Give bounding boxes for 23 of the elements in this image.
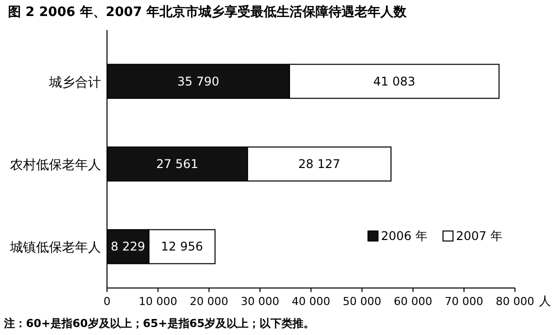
data-label: 28 127	[298, 157, 340, 171]
xtick: 80 000	[496, 295, 534, 308]
legend: 2007 年	[456, 229, 502, 243]
xtick: 20 000	[190, 295, 228, 308]
data-label: 35 790	[177, 74, 220, 88]
xtick: 60 000	[394, 295, 432, 308]
xtick: 40 000	[292, 295, 330, 308]
xlabel: 人	[539, 294, 551, 308]
annotation: 注：60+是指60岁及以上；65+是指65岁及以上；以下类推。	[4, 317, 315, 330]
xtick: 70 000	[444, 295, 484, 308]
legend: 2006 年	[381, 229, 428, 243]
xtick: 30 000	[240, 295, 280, 308]
xtick: 50 000	[342, 295, 382, 308]
xtick: 0	[104, 295, 110, 308]
data-label: 27 561	[156, 157, 198, 171]
title: 图 2 2006 年、2007 年北京市城乡享受最低生活保障待遇老年人数	[8, 5, 407, 20]
data-label: 12 956	[161, 240, 203, 254]
data-label: 41 083	[373, 74, 416, 88]
category: 城镇低保老年人	[10, 240, 101, 256]
category: 城乡合计	[49, 75, 101, 90]
data-label: 8 229	[110, 240, 146, 254]
category: 农村低保老年人	[10, 158, 101, 173]
xtick: 10 000	[138, 295, 178, 308]
